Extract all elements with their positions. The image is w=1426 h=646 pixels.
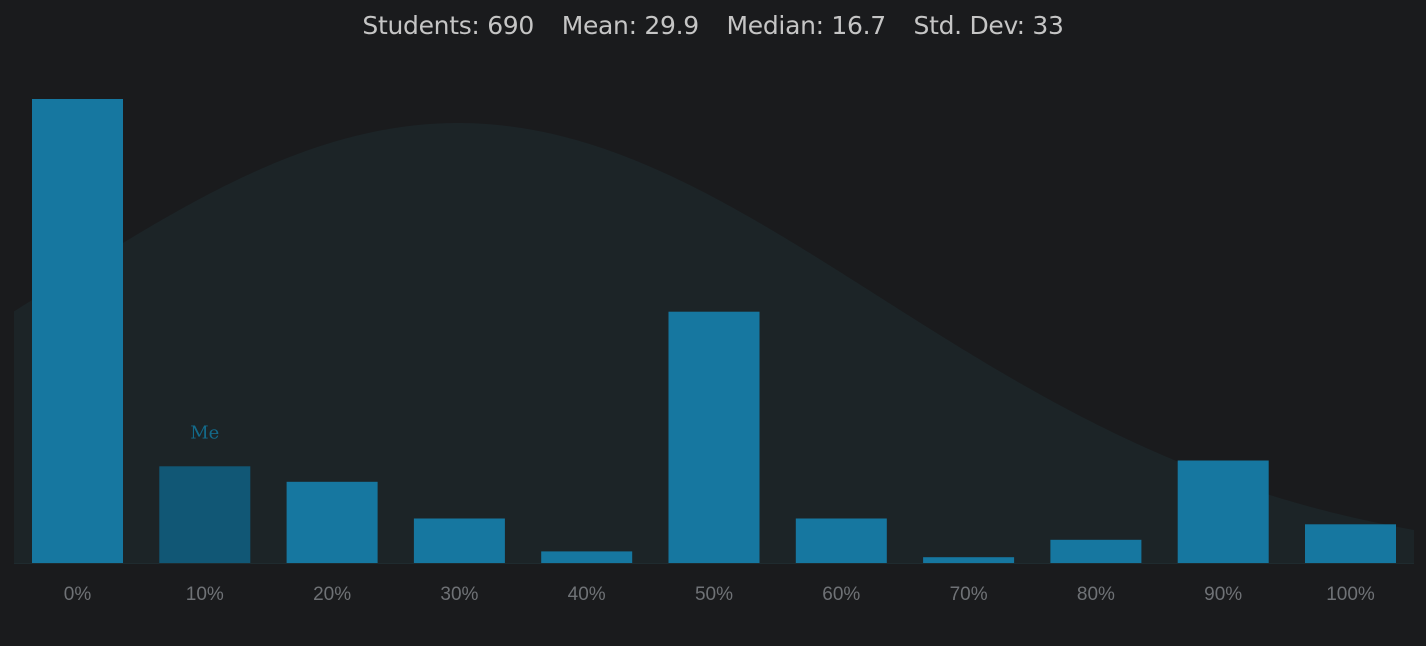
bars-group: Me	[32, 99, 1396, 563]
bar-50pct	[668, 311, 760, 563]
median-value: Median: 16.7	[726, 11, 887, 40]
bar-90pct	[1177, 460, 1269, 563]
bar-0pct	[32, 99, 123, 563]
x-tick-label: 40%	[568, 584, 606, 605]
x-tick-label: 0%	[64, 584, 92, 605]
my-score-label: Me	[190, 422, 219, 443]
students-count: Students: 690	[362, 11, 535, 40]
mean-value: Mean: 29.9	[561, 11, 699, 40]
x-tick-label: 20%	[313, 584, 351, 605]
bar-40pct	[541, 551, 633, 563]
bar-60pct	[795, 518, 887, 563]
bar-20pct	[286, 481, 378, 563]
stats-header: Students: 690 Mean: 29.9 Median: 16.7 St…	[0, 11, 1426, 40]
x-tick-label: 30%	[440, 584, 478, 605]
std-dev-value: Std. Dev: 33	[913, 11, 1064, 40]
x-tick-label: 80%	[1077, 584, 1115, 605]
x-tick-label: 90%	[1204, 584, 1242, 605]
x-tick-label: 60%	[822, 584, 860, 605]
bar-30pct	[413, 518, 505, 563]
bar-10pct	[159, 466, 251, 563]
bar-100pct	[1305, 524, 1396, 563]
bar-70pct	[923, 557, 1015, 563]
x-tick-label: 10%	[186, 584, 224, 605]
x-tick-label: 100%	[1326, 584, 1375, 605]
bar-80pct	[1050, 539, 1142, 563]
x-tick-labels: 0% 10% 20% 30% 40% 50% 60% 70% 80% 90% 100%	[64, 584, 1375, 605]
x-tick-label: 70%	[950, 584, 988, 605]
x-tick-label: 50%	[695, 584, 733, 605]
